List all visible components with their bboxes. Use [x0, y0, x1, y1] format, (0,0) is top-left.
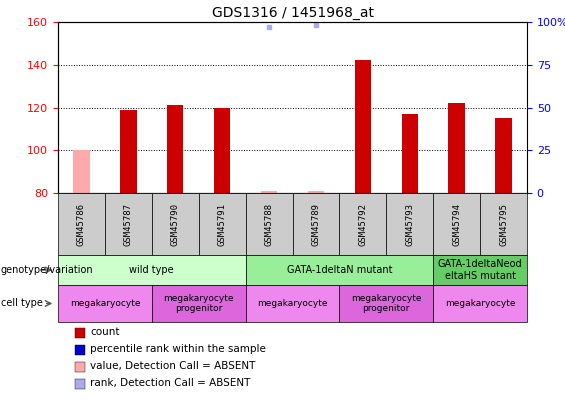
- Text: cell type: cell type: [1, 298, 42, 309]
- Text: megakaryocyte: megakaryocyte: [445, 299, 515, 308]
- Bar: [308, 191, 324, 193]
- Text: GSM45794: GSM45794: [452, 202, 461, 245]
- Text: GATA-1deltaN mutant: GATA-1deltaN mutant: [286, 265, 392, 275]
- Text: count: count: [90, 327, 120, 337]
- Title: GDS1316 / 1451968_at: GDS1316 / 1451968_at: [211, 6, 373, 19]
- Bar: [167, 105, 184, 193]
- Text: GSM45791: GSM45791: [218, 202, 227, 245]
- Text: GSM45790: GSM45790: [171, 202, 180, 245]
- Text: GSM45788: GSM45788: [264, 202, 273, 245]
- Text: GSM45793: GSM45793: [405, 202, 414, 245]
- Text: megakaryocyte: megakaryocyte: [257, 299, 328, 308]
- Text: genotype/variation: genotype/variation: [1, 265, 93, 275]
- Text: value, Detection Call = ABSENT: value, Detection Call = ABSENT: [90, 361, 255, 371]
- Text: megakaryocyte: megakaryocyte: [69, 299, 140, 308]
- Text: wild type: wild type: [129, 265, 174, 275]
- Bar: [355, 60, 371, 193]
- Text: GATA-1deltaNeod
eltaHS mutant: GATA-1deltaNeod eltaHS mutant: [438, 259, 523, 281]
- Text: percentile rank within the sample: percentile rank within the sample: [90, 344, 266, 354]
- Text: GSM45789: GSM45789: [311, 202, 320, 245]
- Text: GSM45795: GSM45795: [499, 202, 508, 245]
- Bar: [496, 118, 512, 193]
- Bar: [402, 114, 418, 193]
- Bar: [261, 191, 277, 193]
- Bar: [73, 150, 90, 193]
- Text: rank, Detection Call = ABSENT: rank, Detection Call = ABSENT: [90, 378, 250, 388]
- Text: megakaryocyte
progenitor: megakaryocyte progenitor: [351, 294, 421, 313]
- Bar: [214, 107, 231, 193]
- Text: GSM45787: GSM45787: [124, 202, 133, 245]
- Text: megakaryocyte
progenitor: megakaryocyte progenitor: [163, 294, 234, 313]
- Text: GSM45786: GSM45786: [77, 202, 86, 245]
- Bar: [449, 103, 465, 193]
- Text: GSM45792: GSM45792: [358, 202, 367, 245]
- Bar: [120, 110, 137, 193]
